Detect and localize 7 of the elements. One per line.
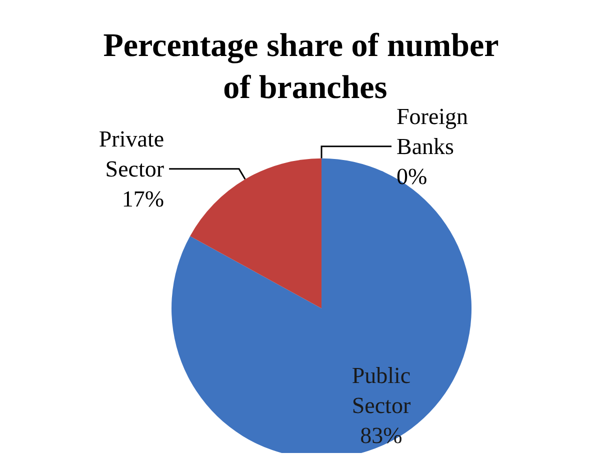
slice-label: Private Sector bbox=[98, 126, 164, 182]
slice-label: Public Sector bbox=[352, 363, 411, 418]
data-label: 17% bbox=[122, 186, 164, 212]
data-label: 83% bbox=[360, 423, 402, 448]
chart-title: Percentage share of number of branches bbox=[103, 28, 499, 106]
category-label: Foreign Banks bbox=[396, 104, 468, 159]
text: 0% bbox=[396, 164, 428, 189]
